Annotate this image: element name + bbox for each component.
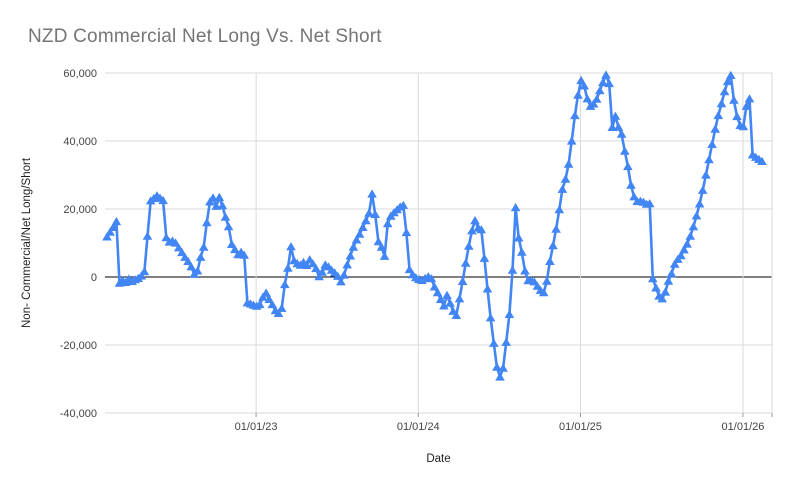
- y-axis-title: Non- Commercial/Net Long/Short: [21, 157, 33, 328]
- x-axis-title: Date: [426, 453, 450, 465]
- y-tick-label: 60,000: [63, 68, 97, 80]
- y-tick-label: 20,000: [63, 204, 97, 216]
- y-tick-label: 0: [91, 272, 97, 284]
- axis-labels: -40,000 -20,000 0 20,000 40,000 60,000 01/01/2…: [21, 68, 764, 465]
- y-tick-label: -20,000: [60, 340, 97, 352]
- chart-title: NZD Commercial Net Long Vs. Net Short: [28, 26, 382, 47]
- x-tick-label: 01/01/24: [397, 421, 440, 433]
- x-tick-label: 01/01/23: [235, 421, 278, 433]
- x-tick-label: 01/01/25: [559, 421, 602, 433]
- y-tick-label: 40,000: [63, 136, 97, 148]
- series-markers: [102, 70, 767, 381]
- y-tick-label: -40,000: [60, 408, 97, 420]
- series: [102, 70, 767, 381]
- x-tick-label: 01/01/26: [722, 421, 765, 433]
